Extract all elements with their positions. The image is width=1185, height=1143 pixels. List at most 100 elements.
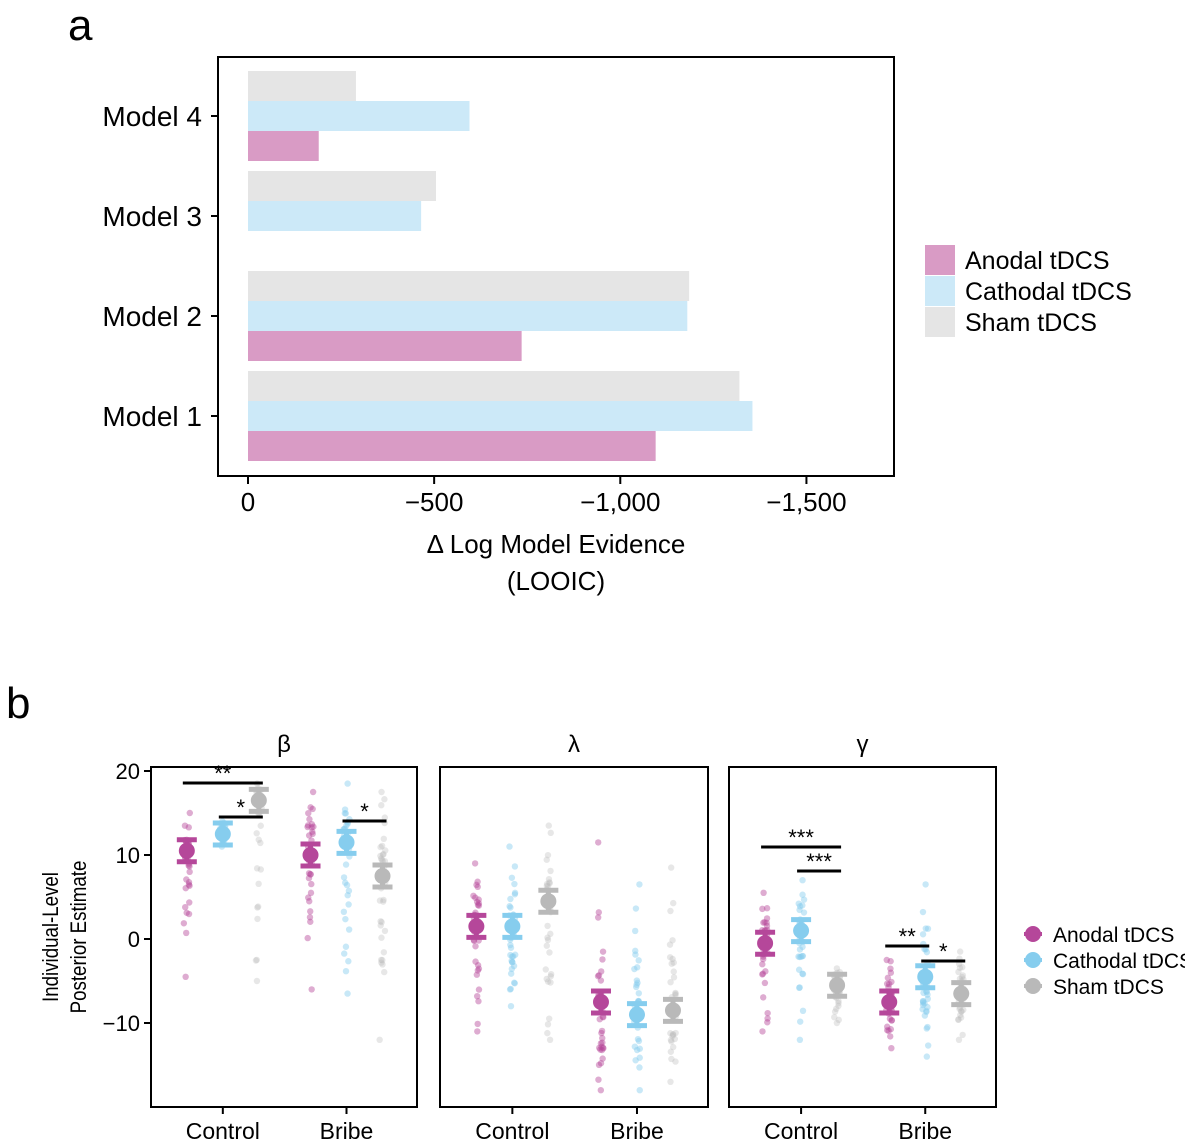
individual-dot-2-sham-tdcs-bribe	[955, 1016, 962, 1024]
individual-dot-1-cathodal-tdcs-control	[510, 962, 518, 970]
individual-dot-1-cathodal-tdcs-control	[512, 951, 519, 958]
individual-dot-1-anodal-tdcs-control	[473, 881, 480, 889]
mean-2-sham-tdcs-control	[827, 971, 848, 999]
individual-dot-1-sham-tdcs-bribe	[668, 960, 675, 967]
individual-dot-0-cathodal-tdcs-bribe	[340, 908, 348, 916]
b-y-tick-label-3: −10	[103, 1011, 140, 1036]
mean-point-2-2-0	[829, 977, 846, 994]
individual-dot-2-cathodal-tdcs-bribe	[921, 945, 928, 953]
individual-dot-0-anodal-tdcs-bribe	[305, 894, 312, 901]
individual-dot-2-cathodal-tdcs-control	[796, 1036, 804, 1044]
individual-dot-2-sham-tdcs-control	[835, 997, 842, 1005]
individual-dot-0-anodal-tdcs-control	[186, 899, 193, 906]
individual-dot-0-anodal-tdcs-bribe	[304, 934, 311, 942]
individual-dot-1-sham-tdcs-control	[543, 942, 551, 949]
individual-dot-0-sham-tdcs-control	[255, 836, 262, 843]
individual-dot-1-cathodal-tdcs-bribe	[636, 1054, 643, 1061]
individual-dot-1-sham-tdcs-bribe	[672, 989, 679, 997]
individual-dot-1-anodal-tdcs-bribe	[598, 1027, 606, 1035]
significance-label-0-1: *	[237, 795, 246, 820]
legend-label-cathodal-tdcs: Cathodal tDCS	[965, 278, 1132, 306]
bar-model-2-sham-tdcs	[248, 271, 690, 301]
individual-dot-1-sham-tdcs-bribe	[667, 1078, 674, 1086]
individual-dot-1-anodal-tdcs-bribe	[595, 1061, 603, 1069]
individual-dot-1-sham-tdcs-bribe	[667, 907, 674, 915]
individual-dot-1-cathodal-tdcs-control	[507, 895, 514, 903]
legend-swatch-cathodal-tdcs	[925, 276, 955, 306]
individual-dot-1-cathodal-tdcs-control	[508, 959, 516, 966]
individual-dot-2-anodal-tdcs-control	[760, 919, 767, 926]
facet-title-2: γ	[857, 731, 869, 758]
facet-1-x-label-control: Control	[475, 1118, 549, 1143]
mean-2-anodal-tdcs-bribe	[879, 988, 900, 1016]
individual-dot-1-cathodal-tdcs-control	[507, 970, 515, 977]
individual-dot-1-sham-tdcs-control	[546, 1036, 554, 1044]
mean-1-cathodal-tdcs-bribe	[626, 1001, 647, 1029]
individual-dot-1-sham-tdcs-bribe	[670, 974, 678, 981]
individual-dot-0-anodal-tdcs-bribe	[309, 805, 316, 813]
individual-dot-0-sham-tdcs-bribe	[378, 856, 386, 864]
individual-dot-0-sham-tdcs-control	[257, 839, 264, 847]
panel-a-x-axis-label: Δ Log Model Evidence	[427, 529, 686, 559]
individual-dot-2-cathodal-tdcs-bribe	[920, 989, 927, 997]
mean-2-cathodal-tdcs-bribe	[915, 963, 936, 991]
individual-dot-2-anodal-tdcs-bribe	[887, 958, 894, 965]
individual-dot-1-anodal-tdcs-bribe	[599, 1034, 606, 1042]
individual-dot-0-anodal-tdcs-control	[183, 909, 190, 916]
individual-dot-1-sham-tdcs-bribe	[666, 954, 674, 961]
individual-dot-0-anodal-tdcs-control	[182, 884, 189, 892]
individual-dot-2-sham-tdcs-bribe	[955, 1036, 963, 1044]
individual-dot-1-anodal-tdcs-bribe	[597, 968, 605, 975]
individual-dot-0-sham-tdcs-control	[253, 956, 260, 964]
individual-dot-2-cathodal-tdcs-control	[800, 896, 808, 903]
individual-dot-1-anodal-tdcs-bribe	[596, 1044, 603, 1052]
significance-2-3: *	[921, 939, 966, 964]
individual-dot-2-cathodal-tdcs-control	[797, 1018, 804, 1025]
mean-0-anodal-tdcs-control	[176, 837, 197, 865]
individual-dot-0-sham-tdcs-bribe	[378, 918, 385, 926]
individual-dot-2-cathodal-tdcs-bribe	[924, 1042, 932, 1049]
individual-dot-2-cathodal-tdcs-control	[796, 906, 803, 914]
individual-dot-1-anodal-tdcs-control	[475, 965, 483, 972]
bar-model-1-anodal-tdcs	[248, 431, 656, 461]
individual-dot-2-anodal-tdcs-bribe	[883, 956, 890, 964]
individual-dot-0-anodal-tdcs-bribe	[307, 871, 314, 878]
individual-dot-2-sham-tdcs-bribe	[957, 1014, 965, 1021]
individual-dot-0-anodal-tdcs-control	[185, 879, 193, 886]
individual-dot-2-sham-tdcs-control	[833, 965, 841, 972]
individual-dot-2-anodal-tdcs-bribe	[888, 978, 895, 986]
individual-dot-2-cathodal-tdcs-control	[799, 1007, 807, 1015]
individual-dot-0-sham-tdcs-bribe	[380, 835, 387, 843]
mean-point-1-1-0	[504, 918, 521, 935]
individual-dot-0-cathodal-tdcs-bribe	[344, 892, 351, 899]
mean-point-0-0-0	[178, 842, 195, 859]
mean-0-sham-tdcs-bribe	[372, 862, 393, 890]
individual-dot-1-cathodal-tdcs-control	[507, 951, 514, 959]
facet-2-x-label-control: Control	[764, 1118, 838, 1143]
mean-point-1-2-1	[664, 1002, 681, 1019]
individual-dot-1-cathodal-tdcs-control	[511, 880, 518, 888]
individual-dot-1-anodal-tdcs-bribe	[597, 1040, 605, 1047]
individual-dot-0-anodal-tdcs-bribe	[308, 821, 316, 828]
individual-dot-0-cathodal-tdcs-bribe	[344, 780, 351, 787]
significance-label-2-1: ***	[806, 849, 832, 874]
individual-dot-1-cathodal-tdcs-control	[511, 889, 519, 897]
individual-dot-0-anodal-tdcs-bribe	[309, 828, 316, 835]
individual-dot-0-anodal-tdcs-control	[182, 973, 189, 980]
individual-dot-1-sham-tdcs-control	[546, 879, 553, 886]
individual-dot-2-cathodal-tdcs-bribe	[924, 925, 932, 932]
individual-dot-2-cathodal-tdcs-bribe	[923, 1008, 930, 1016]
b-y-tick-label-2: 0	[128, 927, 140, 952]
individual-dot-2-anodal-tdcs-bribe	[888, 1017, 895, 1024]
individual-dot-2-cathodal-tdcs-bribe	[923, 1007, 930, 1015]
b-legend-label-sham-tdcs: Sham tDCS	[1053, 976, 1164, 999]
individual-dot-1-cathodal-tdcs-bribe	[631, 927, 639, 935]
individual-dot-0-sham-tdcs-bribe	[376, 897, 384, 904]
individual-dot-1-anodal-tdcs-bribe	[595, 839, 602, 846]
individual-dot-1-sham-tdcs-bribe	[672, 1058, 679, 1065]
individual-dot-1-anodal-tdcs-bribe	[600, 1014, 607, 1021]
individual-dot-2-cathodal-tdcs-control	[799, 891, 806, 898]
significance-2-0: ***	[761, 825, 842, 850]
